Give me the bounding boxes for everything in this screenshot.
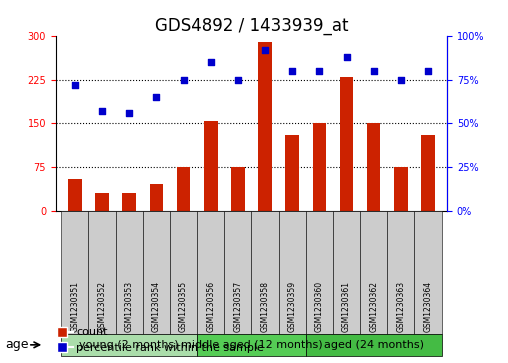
Bar	[421, 135, 435, 211]
Point	[152, 94, 161, 100]
Bar	[96, 193, 109, 211]
Point	[342, 54, 351, 60]
Title: GDS4892 / 1433939_at: GDS4892 / 1433939_at	[155, 17, 348, 35]
Point	[125, 110, 133, 116]
Text: GSM1230355: GSM1230355	[179, 281, 188, 332]
Text: GSM1230362: GSM1230362	[369, 281, 378, 332]
Point	[370, 68, 378, 74]
Bar	[177, 167, 190, 211]
Bar	[285, 135, 299, 211]
Text: GSM1230358: GSM1230358	[261, 281, 270, 332]
Text: middle aged (12 months): middle aged (12 months)	[181, 340, 322, 350]
Legend: count, percentile rank within the sample: count, percentile rank within the sample	[46, 323, 269, 358]
Bar	[231, 167, 245, 211]
Point	[234, 77, 242, 83]
Text: young (2 months): young (2 months)	[79, 340, 179, 350]
Bar	[149, 184, 163, 211]
Text: GSM1230359: GSM1230359	[288, 281, 297, 332]
Text: GSM1230361: GSM1230361	[342, 281, 351, 332]
Text: GSM1230353: GSM1230353	[125, 281, 134, 332]
Text: GSM1230352: GSM1230352	[98, 281, 107, 332]
Text: GSM1230356: GSM1230356	[206, 281, 215, 332]
Text: age: age	[5, 338, 28, 351]
Bar	[68, 179, 82, 211]
Point	[71, 82, 79, 88]
Point	[315, 68, 324, 74]
Text: GSM1230357: GSM1230357	[233, 281, 242, 332]
Point	[179, 77, 187, 83]
Bar	[367, 123, 380, 211]
Point	[261, 47, 269, 53]
Bar	[312, 123, 326, 211]
Point	[397, 77, 405, 83]
Text: GSM1230354: GSM1230354	[152, 281, 161, 332]
Text: GSM1230363: GSM1230363	[396, 281, 405, 332]
Text: aged (24 months): aged (24 months)	[324, 340, 424, 350]
Point	[98, 108, 106, 114]
Bar	[258, 42, 272, 211]
Point	[288, 68, 296, 74]
Bar	[204, 121, 217, 211]
Bar	[122, 193, 136, 211]
Bar	[340, 77, 354, 211]
Text: GSM1230360: GSM1230360	[315, 281, 324, 332]
Point	[424, 68, 432, 74]
Text: GSM1230364: GSM1230364	[424, 281, 432, 332]
Text: GSM1230351: GSM1230351	[71, 281, 79, 332]
Point	[207, 60, 215, 65]
Bar	[394, 167, 407, 211]
